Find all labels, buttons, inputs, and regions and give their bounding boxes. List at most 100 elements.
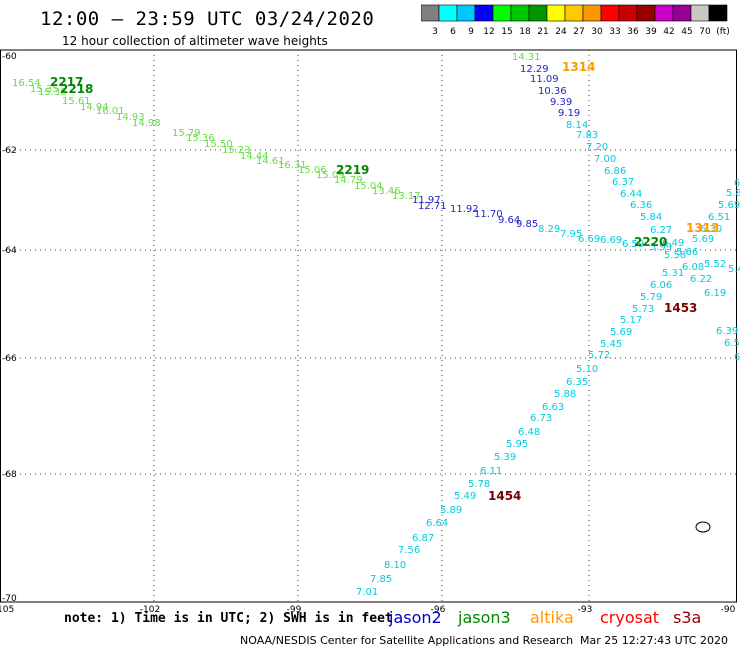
wave-height-label: 5.49 (454, 491, 476, 502)
wave-height-label: 15.23 (222, 145, 251, 156)
generated-timestamp: Mar 25 12:27:43 UTC 2020 (580, 634, 728, 647)
latitude-label: -68 (2, 470, 17, 480)
wave-height-label: 6.49 (662, 238, 684, 249)
wave-height-label: 9.64 (498, 215, 520, 226)
wave-height-label: 11.97 (412, 195, 441, 206)
wave-height-label: 15.79 (172, 128, 201, 139)
pass-id-label: 1454 (488, 489, 521, 503)
legend-label: 33 (609, 27, 620, 37)
map-frame (0, 49, 737, 603)
wave-height-label: 8.29 (538, 224, 560, 235)
wave-height-label: 15.61 (62, 96, 91, 107)
wave-height-label: 15.09 (316, 170, 345, 181)
wave-height-label: 6.51 (708, 212, 730, 223)
longitude-label: -93 (578, 605, 593, 615)
credit-line: NOAA/NESDIS Center for Satellite Applica… (240, 634, 574, 647)
wave-height-label: 14.31 (512, 52, 541, 63)
longitude-label: -102 (140, 605, 160, 615)
wave-height-label: 14.93 (116, 112, 145, 123)
wave-height-label: 14.44 (240, 151, 269, 162)
wave-height-label: 11.09 (530, 74, 559, 85)
wave-height-label: 5.69 (692, 234, 714, 245)
wave-height-label: 6.48 (518, 427, 540, 438)
map-subtitle: 12 hour collection of altimeter wave hei… (62, 34, 328, 48)
wave-height-label: 6.06 (650, 280, 672, 291)
wave-height-label: 5.8 (726, 188, 740, 199)
legend-label: 39 (645, 27, 657, 37)
wave-height-label: 15.38 (38, 87, 67, 98)
wave-height-label: 6.37 (612, 177, 634, 188)
wave-height-label: 5.79 (640, 292, 662, 303)
wave-height-label: 6.69 (578, 234, 600, 245)
wave-height-label: 7.83 (576, 130, 598, 141)
legend-altika: altika (530, 608, 574, 627)
wave-height-label: 5.89 (440, 505, 462, 516)
wave-height-label: 6.39 (716, 326, 738, 337)
wave-height-label: 5.45 (600, 339, 622, 350)
latitude-label: -66 (2, 354, 17, 364)
wave-height-label: 6.59 (622, 239, 644, 250)
wave-height-label: 6.22 (690, 274, 712, 285)
wave-height-label: 7.00 (594, 154, 616, 165)
legend-jason3: jason3 (458, 608, 511, 627)
longitude-label: -96 (431, 605, 446, 615)
wave-height-label: 5.95 (506, 439, 528, 450)
wave-height-label: 6 (734, 178, 740, 189)
wave-height-label: 6 (734, 352, 740, 363)
legend-label: 15 (501, 27, 512, 37)
wave-height-label: 6.36 (630, 200, 652, 211)
wave-height-label: 16.31 (278, 160, 307, 171)
legend-s3a: s3a (673, 608, 702, 627)
wave-height-label: 6.86 (604, 166, 626, 177)
wave-height-label: 5.10 (576, 364, 598, 375)
wave-height-label: 12.29 (520, 64, 549, 75)
wave-height-label: 11.70 (474, 209, 503, 220)
wave-height-label: 6.73 (530, 413, 552, 424)
latitude-label: -62 (2, 146, 17, 156)
pass-id-label: 2218 (60, 82, 93, 96)
wave-height-label: 6.44 (620, 189, 642, 200)
wave-height-label: 5.99 (650, 242, 672, 253)
wave-height-label: 8.14 (566, 120, 588, 131)
legend-label: 12 (483, 27, 494, 37)
legend-label: 45 (681, 27, 692, 37)
footer-note: note: 1) Time is in UTC; 2) SWH is in fe… (64, 611, 393, 626)
wave-height-label: 7.85 (370, 574, 392, 585)
wave-height-label: 5.73 (632, 304, 654, 315)
pass-id-label: 2220 (634, 235, 667, 249)
latitude-label: -70 (2, 594, 17, 604)
wave-height-label: 15.50 (204, 139, 233, 150)
wave-height-label: 6.35 (566, 377, 588, 388)
pass-id-label: 1313 (686, 221, 719, 235)
wave-height-label: 5.17 (620, 315, 642, 326)
island-outline (695, 521, 711, 533)
legend-label: 36 (627, 27, 639, 37)
wave-height-label: 15.04 (354, 181, 383, 192)
longitude-label: -105 (0, 605, 14, 615)
legend-label: (ft) (716, 27, 730, 37)
legend-label: 21 (537, 27, 548, 37)
wave-height-label: 15.06 (298, 165, 327, 176)
wave-height-label: 5.58 (664, 250, 686, 261)
legend-label: 9 (468, 27, 474, 37)
legend-label: 42 (663, 27, 674, 37)
wave-height-label: 14.98 (132, 118, 161, 129)
wave-height-label: 5.69 (718, 200, 740, 211)
legend-jason2: jason2 (389, 608, 442, 627)
wave-height-label: 6.69 (600, 235, 622, 246)
pass-id-label: 1453 (664, 301, 697, 315)
wave-height-label: 7.95 (560, 229, 582, 240)
longitude-label: -99 (287, 605, 302, 615)
legend-swatch (708, 4, 728, 22)
wave-height-label: 5.69 (610, 327, 632, 338)
legend-label: 6 (450, 27, 456, 37)
wave-height-label: 6.64 (426, 518, 448, 529)
wave-height-label: 5.66 (676, 247, 698, 258)
wave-height-label: 6.63 (542, 402, 564, 413)
wave-height-label: 16.54 (12, 78, 41, 89)
wave-height-label: 14.79 (334, 175, 363, 186)
wave-height-label: 5.84 (640, 212, 662, 223)
legend-label: 70 (699, 27, 711, 37)
wave-height-label: 7.01 (356, 587, 378, 598)
